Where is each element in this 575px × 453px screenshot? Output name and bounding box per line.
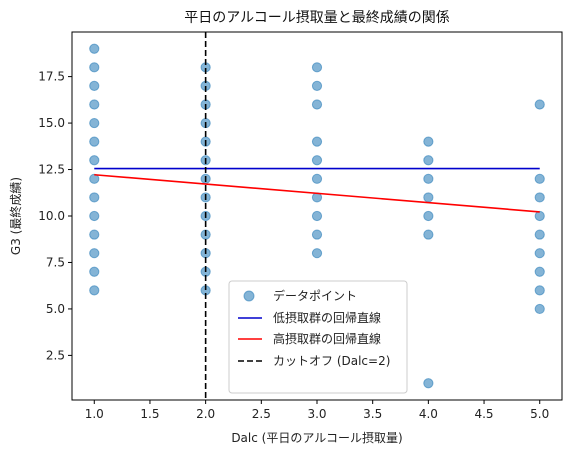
data-point (311, 80, 323, 91)
plot-frame (71, 31, 563, 401)
y-axis-label: G3 (最終成績) (8, 177, 23, 255)
data-point (423, 173, 434, 184)
data-point (89, 43, 100, 54)
data-point (311, 229, 323, 240)
chart-title: 平日のアルコール摂取量と最終成績の関係 (184, 10, 450, 26)
data-point (311, 155, 323, 166)
data-point (311, 99, 323, 110)
y-tick-label: 15.0 (38, 116, 65, 130)
x-tick-label: 2.5 (252, 407, 271, 421)
y-tick-label: 12.5 (38, 163, 65, 177)
data-point (89, 155, 100, 166)
x-tick-label: 1.0 (85, 407, 104, 421)
data-point (89, 266, 100, 277)
data-point (423, 192, 434, 203)
data-point (89, 210, 100, 222)
legend-marker-points (243, 290, 255, 302)
x-tick-label: 1.5 (140, 407, 159, 421)
data-point (534, 303, 545, 315)
data-point (311, 248, 323, 259)
data-point (89, 285, 100, 296)
data-point (89, 99, 100, 110)
data-point (534, 192, 545, 203)
axis-ticks: 1.0 1.5 2.0 2.5 3.0 3.5 4.0 4.5 5.0 2.5 5.0 7.5 10.0… (38, 70, 549, 421)
data-point (311, 136, 323, 147)
data-point (89, 62, 100, 73)
x-tick-label: 4.0 (419, 407, 438, 421)
legend: データポイント 低摂取群の回帰直線 高摂取群の回帰直線 カットオフ (Dalc=… (228, 280, 408, 394)
x-tick-label: 5.0 (530, 407, 549, 421)
data-point (311, 210, 323, 222)
high-regression-line (94, 173, 540, 213)
y-tick-label: 7.5 (46, 255, 65, 269)
plot-area (89, 32, 545, 400)
data-point (89, 192, 100, 203)
data-point (89, 80, 100, 91)
x-tick-label: 3.5 (363, 407, 382, 421)
data-point (534, 210, 545, 222)
x-tick-label: 4.5 (474, 407, 493, 421)
data-point (311, 173, 323, 184)
data-point (534, 229, 545, 240)
x-tick-label: 2.0 (196, 407, 215, 421)
data-point (423, 229, 434, 240)
x-axis-label: Dalc (平日のアルコール摂取量) (231, 430, 402, 445)
data-point (423, 155, 434, 166)
data-point (423, 210, 434, 222)
x-tick-label: 3.0 (307, 407, 326, 421)
data-point (89, 248, 100, 259)
data-point (534, 285, 545, 296)
data-point (311, 62, 323, 73)
data-point (89, 136, 100, 147)
legend-label-low-line: 低摂取群の回帰直線 (273, 310, 381, 325)
data-point (534, 173, 545, 184)
data-point (89, 117, 100, 129)
legend-label-points: データポイント (273, 288, 357, 303)
legend-box (228, 280, 408, 394)
data-point (423, 136, 434, 147)
y-tick-label: 10.0 (38, 209, 65, 223)
data-point (534, 248, 545, 259)
data-point (534, 99, 545, 110)
legend-label-high-line: 高摂取群の回帰直線 (273, 331, 381, 346)
legend-label-cutoff: カットオフ (Dalc=2) (273, 354, 390, 368)
data-point (89, 173, 100, 184)
y-tick-label: 5.0 (46, 302, 65, 316)
y-tick-label: 17.5 (38, 70, 65, 84)
y-tick-label: 2.5 (46, 348, 65, 362)
data-point (89, 229, 100, 240)
data-point (423, 378, 434, 389)
data-point (534, 266, 545, 277)
